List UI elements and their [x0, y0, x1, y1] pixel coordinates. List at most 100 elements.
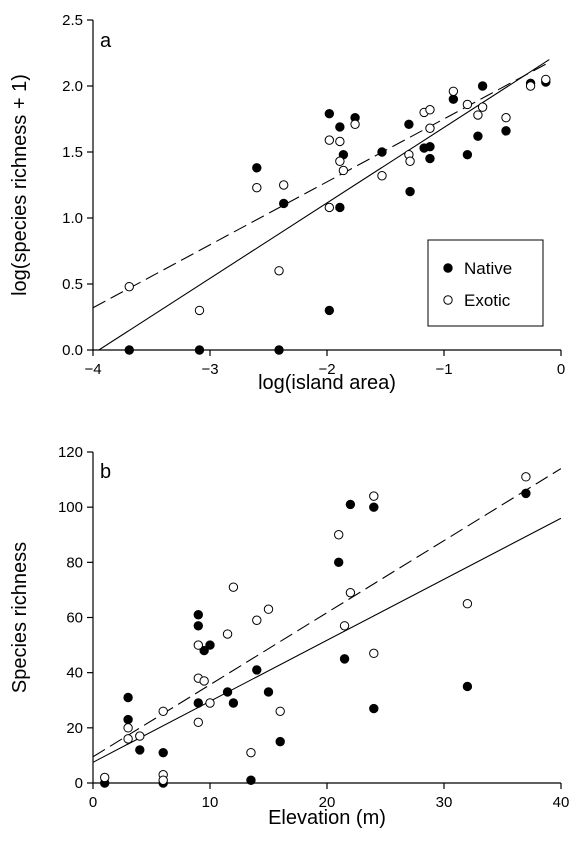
data-point-native [345, 499, 356, 510]
panel-label: b [100, 461, 111, 483]
x-tick-label: 0 [89, 794, 97, 811]
data-point-native [263, 687, 274, 697]
data-point-native [462, 681, 473, 692]
y-axis-title: Species richness [9, 542, 31, 693]
data-point-native [158, 747, 168, 758]
data-point-exotic [338, 165, 349, 176]
data-point-native [123, 692, 133, 703]
x-tick-label: −4 [84, 361, 101, 378]
data-point-exotic [324, 135, 335, 145]
data-point-native [473, 131, 483, 141]
x-tick-label: 40 [553, 794, 570, 811]
data-point-native [324, 305, 335, 316]
y-tick-label: 100 [58, 499, 83, 516]
legend: Native Exotic [427, 239, 544, 327]
data-point-exotic [335, 136, 345, 147]
legend-marker-native [443, 263, 453, 273]
data-point-exotic [275, 706, 285, 716]
data-point-exotic [521, 472, 531, 482]
data-point-exotic [324, 202, 335, 213]
data-point-native [193, 621, 204, 631]
data-point-exotic [448, 86, 459, 96]
x-tick-label: −2 [318, 361, 335, 378]
data-point-native [377, 147, 387, 157]
data-point-native [521, 488, 531, 499]
y-tick-label: 60 [66, 610, 83, 627]
legend-label-exotic: Exotic [464, 291, 511, 310]
legend-box [427, 239, 544, 327]
data-point-exotic [123, 723, 133, 733]
data-point-exotic [158, 706, 168, 716]
data-point-exotic [135, 731, 145, 741]
x-tick-label: −1 [435, 361, 452, 378]
data-point-native [205, 640, 215, 650]
data-point-native [275, 736, 285, 747]
data-point-exotic [194, 305, 205, 316]
data-point-exotic [334, 530, 344, 540]
y-tick-label: 1.0 [62, 210, 83, 227]
y-tick-label: 2.0 [62, 78, 83, 95]
data-point-exotic [274, 266, 284, 276]
data-point-native [501, 126, 511, 136]
data-point-exotic [263, 604, 274, 614]
x-axis-title: log(island area) [258, 372, 396, 394]
data-point-native [448, 94, 459, 104]
data-point-exotic [335, 156, 345, 166]
data-point-exotic [369, 491, 379, 501]
data-point-exotic [477, 102, 488, 112]
y-tick-label: 120 [58, 444, 83, 461]
x-tick-label: 0 [557, 361, 565, 378]
data-point-exotic [252, 182, 262, 193]
data-point-exotic [193, 717, 204, 728]
data-point-exotic [123, 734, 133, 744]
y-tick-label: 2.5 [62, 12, 83, 29]
data-point-native [274, 345, 284, 355]
data-point-native [252, 163, 262, 173]
data-point-native [194, 345, 205, 355]
data-point-native [222, 687, 233, 697]
y-tick-label: 80 [66, 554, 83, 571]
data-point-native [124, 345, 134, 355]
y-axis-title: log(species richness + 1) [9, 74, 31, 296]
data-point-exotic [205, 698, 215, 708]
data-point-exotic [473, 110, 483, 120]
data-point-native [334, 557, 344, 568]
data-point-exotic [345, 587, 356, 598]
panel-label: a [100, 30, 112, 52]
data-point-exotic [339, 621, 350, 631]
legend-label-native: Native [464, 259, 512, 278]
data-point-native [425, 153, 435, 164]
data-point-exotic [193, 640, 204, 650]
fit-line-exotic [93, 61, 550, 309]
data-point-native [135, 745, 145, 755]
data-point-exotic [405, 156, 415, 166]
chart-panel-a: −4 −3 −2 −1 0 0.0 0.5 1.0 1.5 2.0 2.5 log(island ar… [9, 12, 565, 394]
data-point-native [252, 665, 262, 675]
data-point-exotic [462, 599, 473, 609]
data-point-native [335, 202, 345, 213]
data-point-exotic [369, 648, 379, 659]
data-point-exotic [246, 747, 256, 758]
x-tick-label: −3 [201, 361, 218, 378]
data-point-exotic [252, 615, 262, 625]
y-tick-label: 0.5 [62, 276, 83, 293]
data-point-native [404, 119, 414, 129]
data-point-native [335, 122, 345, 132]
data-point-native [193, 610, 204, 620]
data-point-native [228, 698, 239, 708]
data-point-native [462, 149, 473, 160]
data-point-exotic [501, 112, 511, 123]
data-point-native [123, 714, 133, 725]
x-tick-label: 10 [202, 794, 219, 811]
data-point-native [339, 654, 350, 664]
y-tick-label: 40 [66, 665, 83, 682]
data-point-exotic [158, 775, 168, 785]
data-point-exotic [425, 123, 435, 133]
data-point-native [279, 198, 289, 209]
data-point-exotic [222, 629, 233, 639]
data-point-native [324, 109, 335, 119]
data-point-exotic [350, 119, 360, 129]
data-point-exotic [279, 180, 289, 190]
data-point-exotic [541, 74, 551, 85]
data-point-exotic [100, 772, 110, 783]
